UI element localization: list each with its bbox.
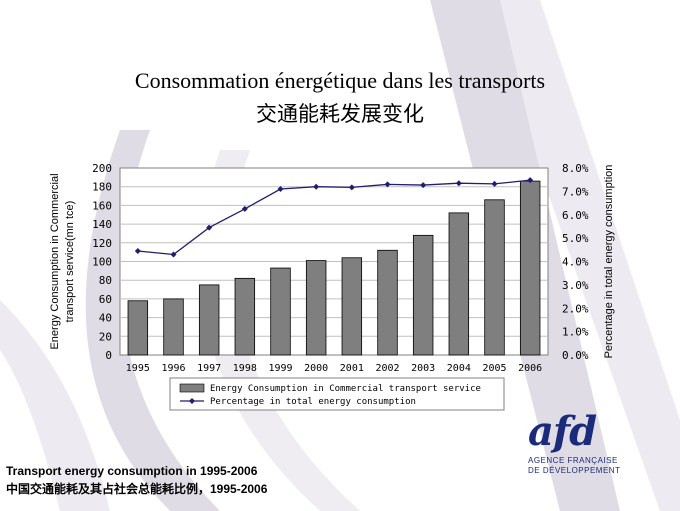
left-axis-ticks: 0 20 40 60 80 100 120 140 160 180 200 xyxy=(92,162,112,362)
x-tick-label: 2001 xyxy=(340,363,364,374)
slide-title-chinese: 交通能耗发展变化 xyxy=(256,102,424,126)
left-tick-label: 140 xyxy=(92,218,112,231)
line-point xyxy=(384,181,391,188)
slide-title-french: Consommation énergétique dans les transp… xyxy=(134,68,546,93)
legend-frame xyxy=(169,377,505,411)
y-axis-label: transport service(mn tce) xyxy=(64,201,76,323)
bar xyxy=(341,257,363,356)
right-tick-label: 3.0% xyxy=(562,279,589,292)
bar xyxy=(377,249,398,356)
afd-logo-mark: afd xyxy=(528,408,597,455)
right-tick-label: 5.0% xyxy=(562,232,589,245)
line-point xyxy=(348,184,355,191)
caption-english: Transport energy consumption in 1995-200… xyxy=(6,464,258,478)
left-tick-label: 40 xyxy=(99,312,112,325)
bar xyxy=(234,277,256,356)
line-point xyxy=(241,205,248,212)
percentage-line xyxy=(137,179,531,256)
line-point xyxy=(527,177,534,184)
x-tick-label: 2006 xyxy=(518,363,542,374)
bar-series xyxy=(127,180,541,356)
x-tick-label: 1998 xyxy=(233,363,257,374)
x-tick-label: 1997 xyxy=(197,363,221,374)
right-tick-label: 4.0% xyxy=(562,256,589,269)
left-tick-label: 120 xyxy=(92,237,112,250)
x-axis-ticks: 1995 1996 1997 1998 1999 2000 2001 2002 2003 2004… xyxy=(126,363,542,374)
line-point xyxy=(420,182,427,189)
bar xyxy=(412,234,434,356)
left-tick-label: 200 xyxy=(92,162,112,175)
left-tick-label: 180 xyxy=(92,181,112,194)
line-point xyxy=(455,180,462,187)
right-tick-label: 6.0% xyxy=(562,209,589,222)
line-point xyxy=(206,224,213,231)
afd-logo-line2: DE DÉVELOPPEMENT xyxy=(528,466,621,475)
bar xyxy=(163,298,184,356)
line-point xyxy=(134,247,141,254)
x-tick-label: 1999 xyxy=(268,363,292,374)
x-tick-label: 2002 xyxy=(375,363,399,374)
line-point xyxy=(277,186,284,193)
x-tick-label: 2004 xyxy=(447,363,471,374)
bar xyxy=(484,199,505,356)
left-tick-label: 60 xyxy=(99,293,112,306)
bar xyxy=(305,260,327,356)
left-tick-label: 20 xyxy=(99,330,112,343)
right-axis-ticks: 0.0% 1.0% 2.0% 3.0% 4.0% 5.0% 6.0% 7.0% 8.0% xyxy=(562,162,589,362)
line-point xyxy=(170,251,177,258)
bar xyxy=(270,267,291,356)
afd-logo-line1: AGENCE FRANÇAISE xyxy=(528,456,618,465)
x-tick-label: 2003 xyxy=(411,363,435,374)
right-tick-label: 2.0% xyxy=(562,302,589,315)
left-tick-label: 80 xyxy=(99,274,112,287)
legend: Energy Consumption in Commercial transpo… xyxy=(169,377,505,411)
grid-lines xyxy=(120,186,548,337)
left-tick-label: 0 xyxy=(105,349,112,362)
left-tick-label: 160 xyxy=(92,199,112,212)
right-tick-label: 1.0% xyxy=(562,326,589,339)
x-tick-label: 1996 xyxy=(161,363,185,374)
x-tick-label: 2005 xyxy=(482,363,506,374)
right-tick-label: 8.0% xyxy=(562,162,589,175)
bar xyxy=(198,284,220,356)
bar xyxy=(519,180,541,356)
legend-line-marker xyxy=(189,398,195,404)
line-series xyxy=(134,177,534,258)
legend-bar-label: Energy Consumption in Commercial transpo… xyxy=(210,384,481,394)
caption-chinese: 中国交通能耗及其占社会总能耗比例，1995-2006 xyxy=(6,482,268,496)
x-tick-label: 2000 xyxy=(304,363,328,374)
y-axis-label: Energy Consumption in Commercial xyxy=(49,173,61,349)
right-tick-label: 7.0% xyxy=(562,185,589,198)
legend-line-label: Percentage in total energy consumption xyxy=(210,397,416,407)
bar xyxy=(448,212,470,356)
afd-logo: afd AGENCE FRANÇAISE DE DÉVELOPPEMENT xyxy=(528,412,658,492)
legend-bar-swatch xyxy=(179,383,205,393)
axis-labels: Energy Consumption in Commercial transpor… xyxy=(49,165,615,359)
x-tick-label: 1995 xyxy=(126,363,150,374)
y2-axis-label: Percentage in total energy consumption xyxy=(603,165,615,359)
left-tick-label: 100 xyxy=(92,256,112,269)
bar xyxy=(127,300,149,356)
right-tick-label: 0.0% xyxy=(562,349,589,362)
line-point xyxy=(491,180,498,187)
line-point xyxy=(313,183,320,190)
